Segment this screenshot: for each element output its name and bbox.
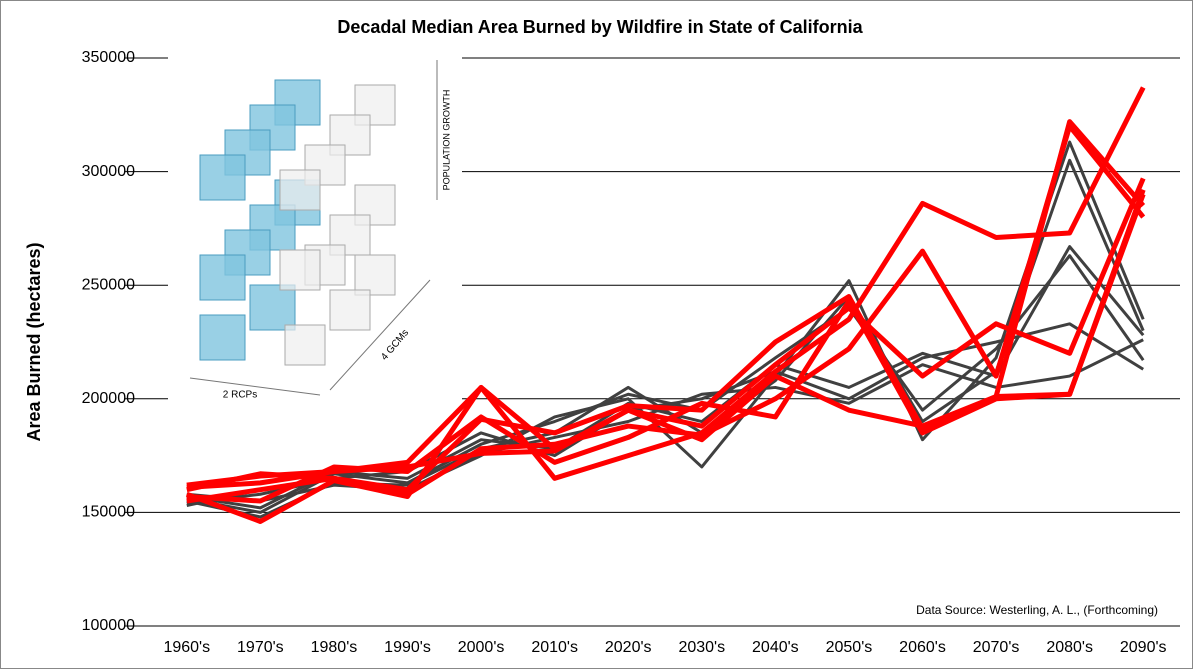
gray-cubes	[279, 84, 396, 366]
inset-arrow	[329, 279, 431, 391]
lines	[185, 86, 1146, 524]
x-tick-label: 1960's	[163, 639, 210, 656]
y-tick-label: 100000	[82, 617, 135, 634]
x-tick-label: 1970's	[237, 639, 284, 656]
y-axis-label: Area Burned (hectares)	[24, 242, 44, 441]
chart-title: Decadal Median Area Burned by Wildfire i…	[337, 17, 863, 37]
x-tick-label: 2090's	[1120, 639, 1167, 656]
series-line	[186, 193, 1146, 490]
x-tick-label: 2000's	[458, 639, 505, 656]
y-tick-label: 250000	[82, 276, 135, 293]
series-line	[186, 123, 1146, 497]
x-tick-label: 2020's	[605, 639, 652, 656]
inset-label: POPULATION GROWTH	[441, 90, 451, 191]
inset-arrow	[189, 377, 321, 396]
x-tick-label: 2050's	[826, 639, 873, 656]
blue-cubes	[199, 79, 321, 361]
x-tick-label: 2060's	[899, 639, 946, 656]
x-tick-label: 2030's	[678, 639, 725, 656]
y-tick-label: 300000	[82, 163, 135, 180]
series-line	[186, 188, 1146, 504]
y-tick-label: 350000	[82, 49, 135, 66]
x-tick-label: 2040's	[752, 639, 799, 656]
y-tick-label: 200000	[82, 390, 135, 407]
annotation: Data Source: Westerling, A. L., (Forthco…	[916, 603, 1158, 617]
x-tick-label: 1980's	[311, 639, 358, 656]
series-line	[186, 322, 1144, 505]
x-tick-label: 1990's	[384, 639, 431, 656]
x-tick-label: 2070's	[973, 639, 1020, 656]
inset-illustration: POPULATION GROWTH 2 RCPs 4 GCMs	[168, 52, 462, 412]
x-tick-label: 2010's	[531, 639, 578, 656]
inset-label: 2 RCPs	[223, 390, 257, 401]
y-tick-label: 150000	[82, 504, 135, 521]
x-tick-label: 2080's	[1046, 639, 1093, 656]
